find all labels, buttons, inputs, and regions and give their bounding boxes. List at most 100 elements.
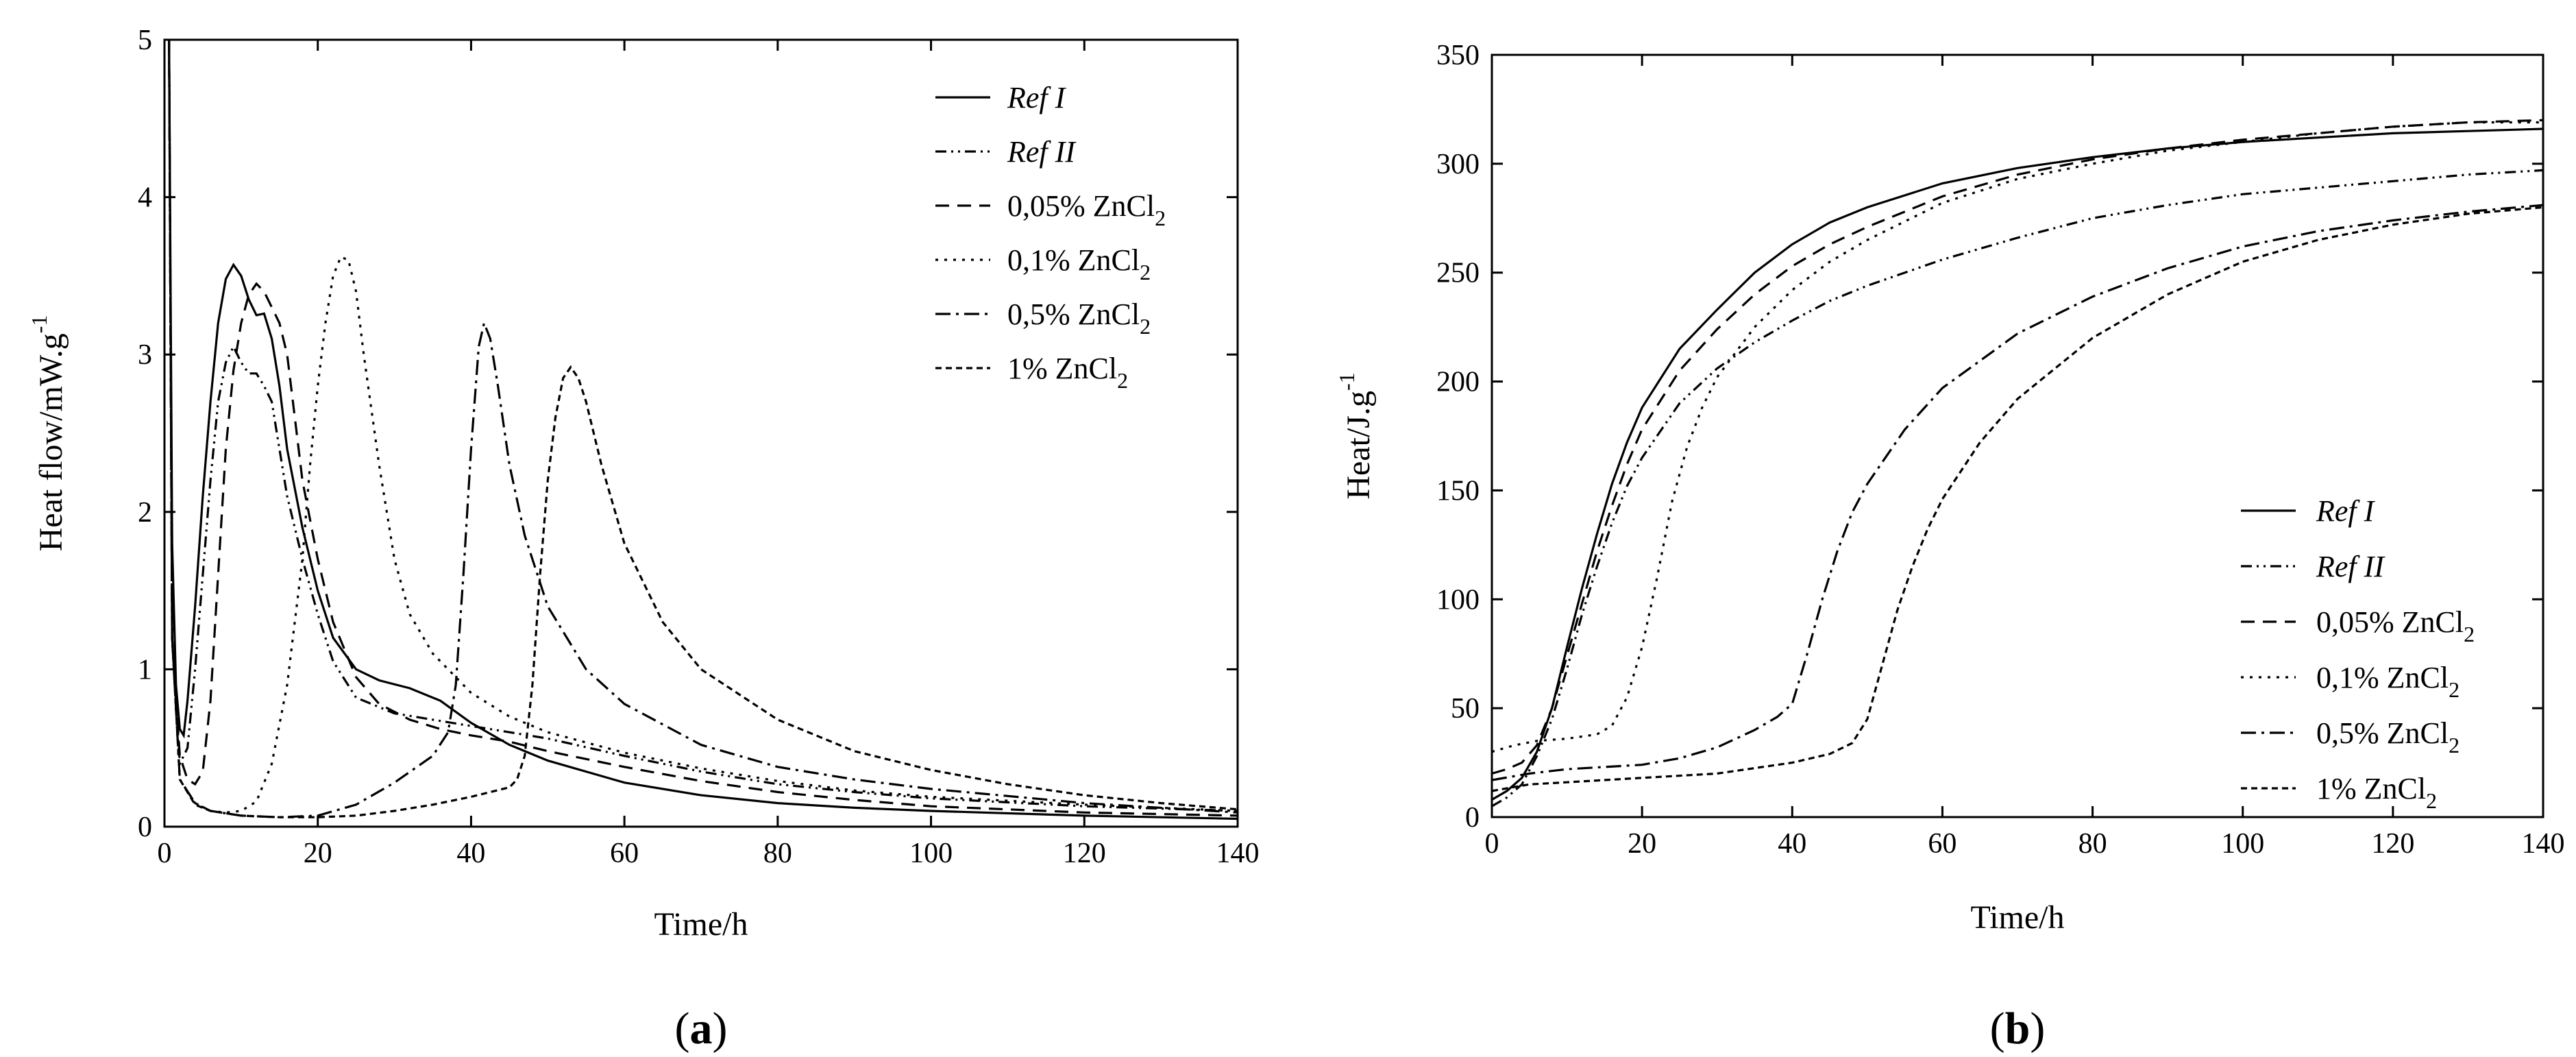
chart-b-legend-label-main: 0,1% ZnCl [2316,661,2449,694]
chart-a-series [168,40,1238,821]
chart-a-legend-label: 1% ZnCl2 [1007,352,1128,393]
chart-a-legend-label-sub: 2 [1155,206,1166,230]
chart-b-legend-label: Ref I [2316,494,2376,528]
chart-a-legend-label: 0,05% ZnCl2 [1007,189,1166,230]
chart-a-legend-label-main: 0,1% ZnCl [1007,243,1140,277]
chart-a-legend-label: Ref II [1007,135,1077,169]
chart-a-ytick-label: 5 [138,25,152,56]
chart-b-xtick-label: 20 [1628,828,1656,860]
chart-a-legend-label-sub: 2 [1140,260,1151,284]
chart-b-xtick-label: 120 [2371,828,2414,860]
chart-b-series-line-2 [1492,169,2543,807]
chart-a-ytick-label: 4 [138,182,152,214]
chart-a-ylabel-main: Heat flow/mW.g [33,333,69,551]
chart-b-legend-label-sub: 2 [2449,733,2460,757]
chart-b-legend-label-sub: 2 [2449,677,2460,702]
chart-b-legend-label-sub: 2 [2426,788,2437,813]
chart-b: 0 20 40 60 80 100 120 140050100150200250300350 … [1334,40,2565,1054]
chart-b-series-line-5 [1492,204,2543,781]
chart-b-legend-label-main: Ref II [2316,550,2385,583]
chart-b-ytick-label: 300 [1436,149,1480,180]
chart-b-ytick-label: 0 [1465,802,1480,834]
chart-b-legend-label-main: 1% ZnCl [2316,772,2426,805]
chart-a-xtick-label: 120 [1063,838,1106,869]
chart-a: 0 20 40 60 80 100 120 140 0 1 2 3 4 5 Ref I Ref II 0,05… [27,25,1260,1054]
chart-b-legend-label-main: 0,5% ZnCl [2316,716,2449,750]
chart-a-legend-label-main: Ref I [1007,81,1067,114]
chart-b-panel-letter: b [2005,1004,2031,1054]
chart-b-series-line-3 [1492,119,2543,775]
chart-a-ytick-label: 3 [138,339,152,371]
chart-a-xtick-label: 100 [909,838,953,869]
chart-b-xtick-label: 60 [1928,828,1956,860]
chart-a-xtick-label: 40 [456,838,485,869]
chart-b-ytick-label: 350 [1436,40,1480,71]
chart-b-legend-label-sub: 2 [2464,622,2475,646]
chart-a-legend-label-sub: 2 [1140,314,1151,339]
chart-b-panel-paren-open: ( [1990,1004,2005,1054]
chart-a-ytick-label: 2 [138,497,152,528]
chart-a-ylabel-sup: -1 [27,315,51,334]
chart-a-xtick-label: 80 [763,838,792,869]
chart-a-ylabel: Heat flow/mW.g-1 [27,315,69,552]
chart-a-xtick-label: 0 [158,838,172,869]
chart-a-xtick-label: 140 [1216,838,1260,869]
chart-a-panel-paren-close: ) [713,1004,728,1054]
chart-b-ticks: 0 20 40 60 80 100 120 140 0 50 100 150 200 250 300 350 [1436,40,2565,860]
chart-b-plot-frame [1491,53,2544,818]
chart-b-legend-label: 0,1% ZnCl2 [2316,661,2460,702]
chart-a-series-line-6 [168,40,1238,818]
chart-a-panel-letter: a [690,1004,713,1054]
chart-a-legend-label: 0,5% ZnCl2 [1007,297,1151,339]
chart-b-ytick-label: 50 [1451,693,1480,725]
chart-a-xtick-label: 60 [610,838,639,869]
chart-a-xtick-label: 20 [304,838,332,869]
chart-a-series-line-5 [168,40,1238,818]
chart-a-legend-label-main: 1% ZnCl [1007,352,1117,385]
chart-a-legend-label-main: 0,5% ZnCl [1007,297,1140,331]
chart-b-ytick-label: 100 [1436,584,1480,616]
chart-b-xtick-label: 100 [2221,828,2264,860]
chart-b-ytick-label: 150 [1436,475,1480,507]
chart-b-panel-paren-close: ) [2030,1004,2045,1054]
chart-b-legend-label: 0,5% ZnCl2 [2316,716,2460,757]
chart-a-series-line-2 [168,40,1238,812]
chart-b-legend-label-main: 0,05% ZnCl [2316,605,2464,639]
chart-a-series-line-1 [168,40,1238,821]
chart-b-ytick-label: 200 [1436,367,1480,398]
chart-b-series-line-1 [1492,127,2543,801]
chart-b-series-line-4 [1492,121,2543,753]
chart-b-ylabel: Heat/J.g-1 [1334,372,1377,499]
chart-a-plot-frame [163,38,1239,828]
chart-b-series [1492,119,2543,807]
chart-a-xlabel: Time/h [654,906,748,943]
chart-b-ylabel-main: Heat/J.g [1340,391,1377,500]
chart-a-ytick-label: 0 [138,812,152,843]
chart-b-legend-label: Ref II [2316,550,2385,583]
chart-a-legend-label-sub: 2 [1117,368,1128,393]
chart-b-series-line-6 [1492,206,2543,792]
chart-a-panel-paren-open: ( [675,1004,690,1054]
chart-a-legend-label: 0,1% ZnCl2 [1007,243,1151,284]
chart-b-xtick-label: 40 [1778,828,1806,860]
chart-b-xtick-label: 140 [2522,828,2565,860]
chart-b-legend-label: 0,05% ZnCl2 [2316,605,2475,646]
chart-b-legend-label: 1% ZnCl2 [2316,772,2437,813]
chart-a-series-line-3 [168,40,1238,817]
chart-a-legend-label-main: Ref II [1007,135,1077,169]
chart-b-panel-label: (b) [1990,1004,2046,1054]
chart-a-panel-label: (a) [675,1004,728,1054]
chart-b-legend-label-main: Ref I [2316,494,2376,528]
chart-b-xtick-label: 80 [2078,828,2107,860]
chart-b-xtick-label: 0 [1485,828,1499,860]
chart-a-series-line-4 [168,40,1238,814]
chart-a-legend-label: Ref I [1007,81,1067,114]
chart-a-ticks: 0 20 40 60 80 100 120 140 0 1 2 3 4 5 [138,25,1260,869]
chart-b-ylabel-sup: -1 [1334,372,1359,391]
chart-b-xlabel: Time/h [1971,899,2065,936]
chart-a-legend-label-main: 0,05% ZnCl [1007,189,1155,223]
chart-b-ytick-label: 250 [1436,258,1480,289]
chart-a-ytick-label: 1 [138,654,152,685]
